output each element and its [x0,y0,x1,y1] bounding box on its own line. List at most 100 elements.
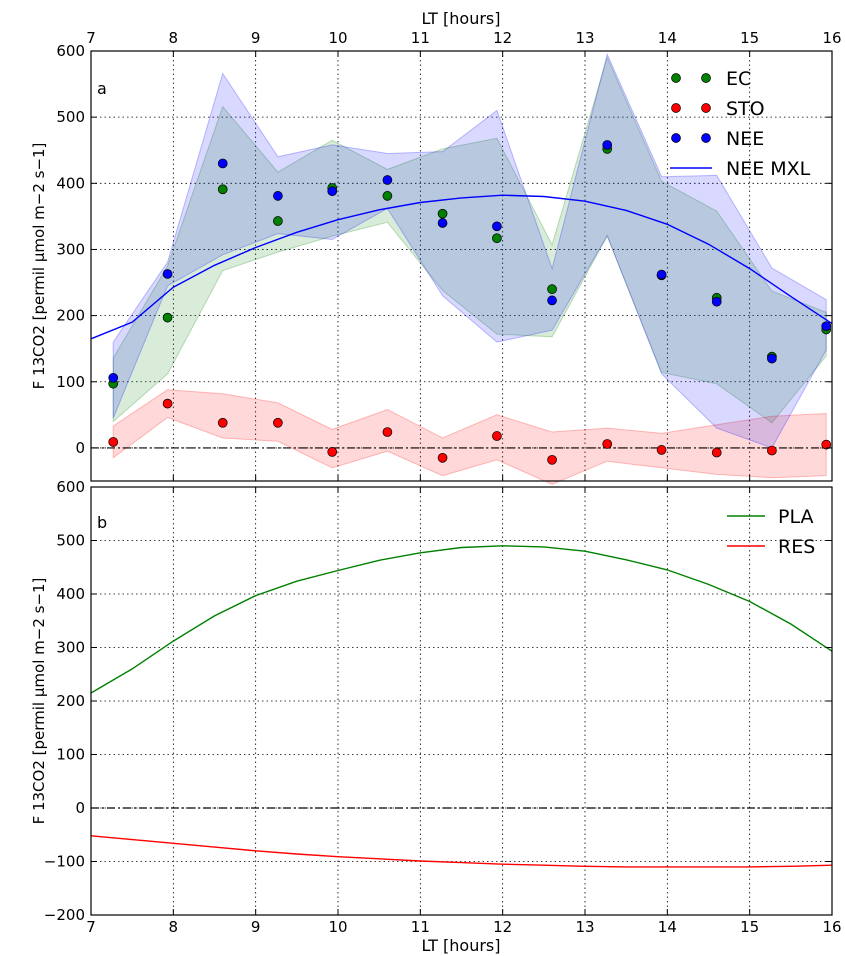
point-nee [821,321,832,332]
point-sto [767,445,777,456]
y-tick-label: 100 [56,746,85,764]
x-tick-label-top: 11 [411,29,430,47]
point-sto [602,439,613,449]
y-tick-label: 100 [56,373,85,391]
line-nee-mxl [90,194,833,340]
line-pla [90,545,833,694]
point-nee [547,295,557,306]
point-sto [108,437,119,447]
panel-a-y-axis-title: F 13CO2 [permil μmol m−2 s−1] [30,143,48,390]
x-tick-label: 16 [822,918,841,936]
band-ec [112,56,827,424]
legend-marker [671,73,681,83]
point-ec [547,284,557,295]
y-tick-label: 500 [56,108,85,126]
panel-b-y-axis-title: F 13CO2 [permil μmol m−2 s−1] [30,578,48,825]
legend-label: RES [778,536,815,558]
point-nee [656,269,667,280]
panel-b-grid [91,487,832,915]
x-tick-label: 7 [86,918,96,936]
legend-marker [671,133,681,143]
x-tick-label-top: 7 [86,29,96,47]
x-tick-label: 8 [169,918,179,936]
y-tick-label: 300 [56,639,85,657]
y-tick-label: 300 [56,240,85,258]
point-sto [492,431,502,441]
point-sto [656,445,667,455]
point-nee [273,191,283,201]
panel-a-legend: EC STO NEE NEE MXL [670,68,811,180]
bottom-x-axis-title: LT [hours] [421,936,500,955]
y-tick-label: −200 [44,906,85,924]
x-tick-label: 14 [658,918,677,936]
y-tick-label: 0 [75,439,85,457]
point-nee [711,296,722,307]
point-sto [162,398,173,409]
x-tick-label: 10 [328,918,347,936]
y-tick-label: −100 [44,853,85,871]
point-sto [273,417,283,428]
x-tick-label-top: 16 [822,29,841,47]
y-tick-label: 200 [56,692,85,710]
legend-marker [701,73,711,83]
y-tick-label: 0 [75,799,85,817]
panel-a-bands [112,52,827,485]
point-nee [382,175,393,185]
y-axis-title: F 13CO2 [permil μmol m−2 s−1] [30,143,48,390]
line-res [90,835,833,868]
point-nee [162,269,173,279]
point-nee [437,218,448,228]
panel-b-label: b [97,513,107,532]
point-sto [437,452,448,463]
point-nee [492,221,502,232]
y-axis-title: F 13CO2 [permil μmol m−2 s−1] [30,578,48,825]
y-tick-label: 500 [56,532,85,550]
point-sto [327,447,338,457]
point-sto [217,417,228,428]
point-nee [217,158,228,169]
point-ec [162,312,173,323]
band-nee [112,52,827,449]
panel-a-lines [90,194,833,340]
y-tick-label: 600 [56,42,85,60]
panel-a-ticks: 7 8 9 10 11 12 13 14 15 16 0 100 200 300 400 500 600 [56,29,842,481]
y-tick-label: 400 [56,585,85,603]
point-nee [327,186,338,197]
panel-a-grid [91,51,832,481]
point-ec [217,184,228,195]
x-tick-label-top: 9 [251,29,261,47]
x-tick-label: 11 [411,918,430,936]
panel-b: 7 8 9 10 11 12 13 14 15 16 −200 −100 0 100 200 300 400 50… [30,478,842,936]
x-tick-label: 9 [251,918,261,936]
panel-b-lines [90,545,833,868]
panel-b-legend: PLA RES [727,506,815,558]
legend-label: STO [726,98,765,120]
legend-marker [671,103,681,113]
point-sto [821,439,832,450]
panel-a: 7 8 9 10 11 12 13 14 15 16 0 100 200 300 400 500 600 a F… [30,29,842,485]
x-tick-label: 13 [575,918,594,936]
x-tick-label: 12 [493,918,512,936]
legend-label: EC [726,68,751,90]
point-sto [382,427,393,437]
point-sto [711,447,722,458]
legend-label: NEE MXL [726,158,811,180]
legend-label: NEE [726,128,764,150]
legend-label: PLA [778,506,813,528]
x-tick-label: 15 [740,918,759,936]
panel-b-ticks: 7 8 9 10 11 12 13 14 15 16 −200 −100 0 100 200 300 400 50… [44,478,842,936]
point-nee [108,372,119,383]
y-tick-label: 400 [56,174,85,192]
top-x-axis-title: LT [hours] [421,9,500,28]
y-tick-label: 200 [56,307,85,325]
point-nee [602,140,613,150]
point-ec [492,233,502,244]
panel-a-label: a [97,79,107,98]
x-tick-label-top: 10 [328,29,347,47]
point-ec [382,191,393,201]
point-nee [767,353,777,364]
x-tick-label-top: 14 [658,29,677,47]
legend-marker [701,103,711,113]
panel-a-frame [90,50,833,482]
